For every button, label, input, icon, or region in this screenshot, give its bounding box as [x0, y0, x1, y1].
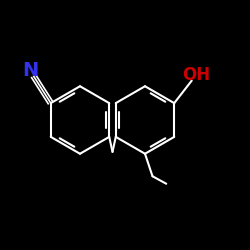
- Text: N: N: [22, 61, 38, 80]
- Text: OH: OH: [182, 66, 210, 84]
